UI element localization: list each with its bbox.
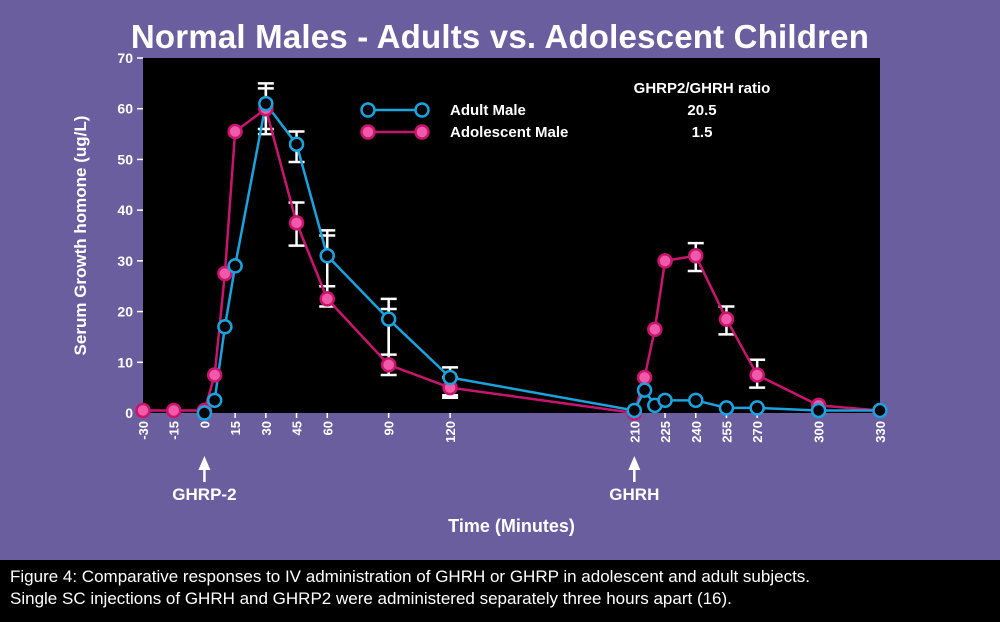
x-tick-label: 270 <box>750 421 765 443</box>
legend-swatch-marker <box>360 102 376 118</box>
x-tick-label: 15 <box>228 421 243 435</box>
y-tick-label: 70 <box>117 50 133 66</box>
data-point <box>288 136 305 152</box>
data-point <box>636 382 653 398</box>
legend-label: Adult Male <box>450 102 526 119</box>
data-point <box>217 319 233 335</box>
annotation-label: GHRH <box>609 485 659 504</box>
x-tick-label: 255 <box>719 421 734 443</box>
data-point <box>319 291 335 307</box>
y-tick-label: 50 <box>117 151 133 167</box>
caption-line-1: Figure 4: Comparative responses to IV ad… <box>10 567 811 586</box>
data-point <box>380 311 397 327</box>
x-tick-label: 120 <box>443 421 458 443</box>
legend-swatch-marker <box>360 124 376 140</box>
data-point <box>288 215 305 231</box>
x-tick-label: 90 <box>382 421 397 435</box>
data-point <box>135 402 151 419</box>
annotation-arrow-head <box>198 456 211 470</box>
data-point <box>647 321 663 338</box>
x-tick-label: 240 <box>689 421 704 443</box>
y-tick-label: 60 <box>117 101 133 117</box>
data-point <box>872 402 888 419</box>
x-tick-label: 0 <box>197 421 212 428</box>
annotation-label: GHRP-2 <box>172 485 236 504</box>
data-point <box>688 248 704 264</box>
chart-title: Normal Males - Adults vs. Adolescent Chi… <box>130 18 870 55</box>
x-tick-label: 300 <box>812 421 827 443</box>
data-point <box>718 400 735 416</box>
y-axis-label: Serum Growth homone (ug/L) <box>71 116 90 356</box>
figure-caption: Figure 4: Comparative responses to IV ad… <box>0 560 1000 622</box>
y-tick-label: 0 <box>125 405 133 421</box>
x-tick-label: 30 <box>259 421 274 435</box>
data-point <box>657 392 673 409</box>
x-tick-label: 60 <box>320 421 335 435</box>
x-tick-label: 210 <box>627 421 642 443</box>
data-point <box>227 123 243 140</box>
data-point <box>810 402 827 419</box>
data-point <box>217 265 233 282</box>
legend-swatch-marker <box>414 102 430 118</box>
data-point <box>442 369 458 386</box>
caption-line-2: Single SC injections of GHRH and GHRP2 w… <box>10 589 732 608</box>
legend-label: Adolescent Male <box>450 124 568 141</box>
series-line <box>143 106 881 415</box>
data-point <box>258 95 274 112</box>
legend-ratio-header: GHRP2/GHRH ratio <box>634 80 771 97</box>
chart-svg: 0 10 20 30 40 50 60 70 -30 -15 0 15 30 45 60 90 120 210 22… <box>71 50 888 536</box>
y-tick-label: 40 <box>117 202 133 218</box>
data-point <box>626 402 643 419</box>
data-point <box>206 367 223 383</box>
annotation-arrow-head <box>628 456 641 470</box>
data-point <box>657 253 673 269</box>
data-point <box>380 357 397 373</box>
legend-swatch-marker <box>414 124 430 140</box>
x-axis-label: Time (Minutes) <box>448 516 575 536</box>
x-tick-label: -30 <box>136 421 151 440</box>
x-tick-label: 45 <box>290 421 305 435</box>
data-point <box>749 367 765 383</box>
data-point <box>319 248 335 264</box>
data-point <box>718 311 735 327</box>
x-tick-label: -15 <box>167 421 182 440</box>
data-point <box>227 258 243 274</box>
data-point <box>206 392 223 409</box>
data-point <box>749 400 765 416</box>
legend-ratio-value: 20.5 <box>687 102 716 119</box>
data-point <box>688 392 704 409</box>
y-tick-label: 30 <box>117 253 133 269</box>
legend-ratio-value: 1.5 <box>692 124 713 141</box>
x-tick-label: 225 <box>658 421 673 443</box>
x-tick-label: 330 <box>873 421 888 443</box>
data-point <box>636 369 653 386</box>
data-point <box>196 405 213 421</box>
data-point <box>165 402 182 419</box>
y-tick-label: 10 <box>117 354 133 370</box>
y-tick-label: 20 <box>117 304 133 320</box>
